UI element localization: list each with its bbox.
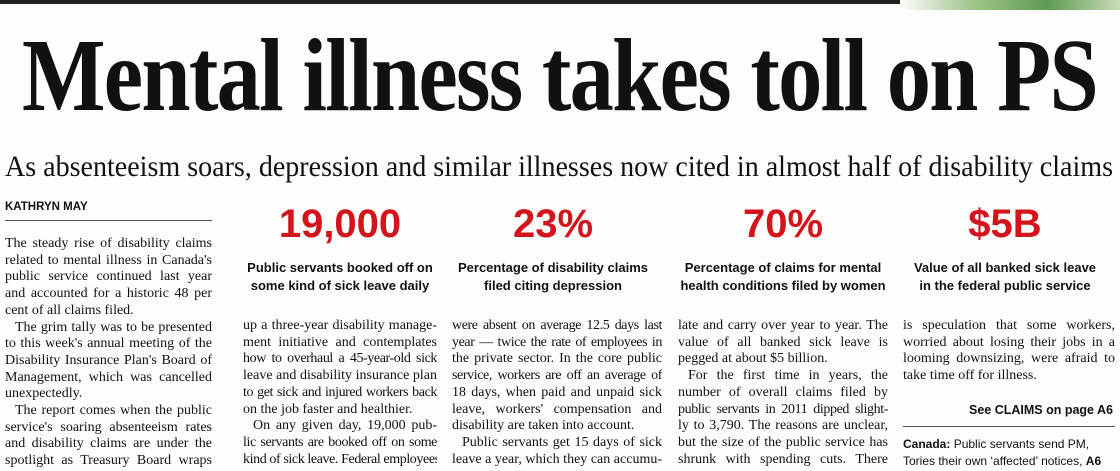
photo-edge <box>900 0 1120 10</box>
body-line: is speculation that some workers, <box>903 318 1115 333</box>
refer: See CLAIMS on page A6 <box>968 403 1113 417</box>
body-line: late and carry over year to year. The <box>678 318 888 333</box>
body-line: year — twice the rate of employees in <box>452 334 662 350</box>
body-line: lic servants are booked off on some <box>243 434 437 450</box>
caption-line: in the federal public service <box>919 278 1091 293</box>
body-line: value of all banked sick leave is <box>678 334 888 350</box>
caption-line: health conditions filed by women <box>680 278 886 293</box>
body-line: on the job faster and healthier. <box>243 401 413 417</box>
stat-number: 70% <box>742 202 824 246</box>
body-line: looming downsizing, were afraid to <box>903 351 1115 367</box>
body-line: public service continued last year <box>5 269 212 285</box>
body-line: pegged at about $5 billion. <box>678 351 828 367</box>
body-line: The steady rise of disability claims <box>5 236 212 251</box>
body-line: shrunk with spending cuts. There <box>678 451 888 467</box>
caption-line: Public servants booked off on <box>247 260 433 275</box>
body-line: 18 days, when paid and unpaid sick <box>452 384 662 400</box>
body-line: and accounted for a historic 48 per <box>5 286 212 302</box>
body-line: ment initiative and contemplates <box>243 334 437 350</box>
teaser-line: Tories their own ‘affected’ notices, <box>903 454 1083 468</box>
stat-caption: Public servants booked off on some kind o… <box>230 259 450 295</box>
body-line: service, workers are off an average of <box>452 368 662 384</box>
stat-number: 23% <box>512 202 594 246</box>
teaser: Canada: Public servants send PM, Tories … <box>903 436 1101 470</box>
stat-caption: Percentage of claims for mental health co… <box>673 259 893 295</box>
body-line: kind of sick leave. Federal employees <box>243 451 437 467</box>
body-line: were absent on average 12.5 days last <box>452 318 662 333</box>
byline: KATHRYN MAY <box>5 201 88 213</box>
body-line: service's soaring absenteeism rates <box>5 419 212 435</box>
refer-rule <box>903 426 1115 427</box>
caption-line: filed citing depression <box>484 278 622 293</box>
body-line: take time off for illness. <box>903 368 1037 384</box>
body-line: up a three-year disability manage- <box>243 318 437 333</box>
caption-line: some kind of sick leave daily <box>250 278 430 293</box>
stat-number: 19,000 <box>278 202 402 246</box>
body-line: unexpectedly. <box>5 386 83 402</box>
body-line: Public servants get 15 days of sick <box>462 434 662 450</box>
caption-line: Percentage of claims for mental <box>684 260 882 275</box>
body-line: worried about losing their jobs in a <box>903 334 1115 350</box>
body-line: leave, workers' compensation and <box>452 401 662 417</box>
body-line: For the first time in years, the <box>688 368 888 384</box>
body-line: to get sick and injured workers back <box>243 384 437 400</box>
body-line: related to mental illness in Canada's <box>5 252 212 268</box>
body-line: to this week's annual meeting of the <box>5 336 212 352</box>
subhead: As absenteeism soars, depression and sim… <box>5 150 1113 183</box>
teaser-line: Public servants send PM, <box>953 437 1090 451</box>
stat-number: $5B <box>968 202 1042 246</box>
body-line: number of overall claims filed by <box>678 384 888 400</box>
body-line: and disability claims are under the <box>5 436 212 452</box>
stat-caption: Value of all banked sick leave in the fed… <box>895 259 1115 295</box>
body-line: public servants in 2011 dipped slight- <box>678 401 888 417</box>
body-line: disability are taken into account. <box>452 418 635 434</box>
body-line: Disability Insurance Plan's Board of <box>5 352 212 368</box>
stat-caption: Percentage of disability claims filed cit… <box>443 259 663 295</box>
body-line: how to overhaul a 45-year-old sick <box>243 351 437 367</box>
body-line: cent of all claims filed. <box>5 302 134 318</box>
body-line: Management, which was cancelled <box>5 369 212 385</box>
body-line: the private sector. In the core public <box>452 351 662 367</box>
body-line: The report comes when the public <box>15 403 212 418</box>
headline: Mental illness takes toll on PS <box>22 18 1099 133</box>
body-line: ly to 3,790. The reasons are unclear, <box>678 418 888 434</box>
body-line: leave and disability insurance plan <box>243 368 437 384</box>
caption-line: Percentage of disability claims <box>457 260 649 275</box>
body-line: but the size of the public service has <box>678 434 888 450</box>
caption-line: Value of all banked sick leave <box>913 260 1097 275</box>
byline-rule <box>5 220 212 221</box>
body-line: leave a year, which they can accumu- <box>452 451 662 467</box>
teaser-label: Canada: <box>903 437 951 451</box>
body-line: The grim tally was to be presented <box>15 319 212 335</box>
body-line: spotlight as Treasury Board wraps <box>5 453 212 469</box>
top-rule <box>0 0 1120 4</box>
teaser-page: A6 <box>1085 454 1102 468</box>
body-line: On any given day, 19,000 pub- <box>253 418 437 434</box>
